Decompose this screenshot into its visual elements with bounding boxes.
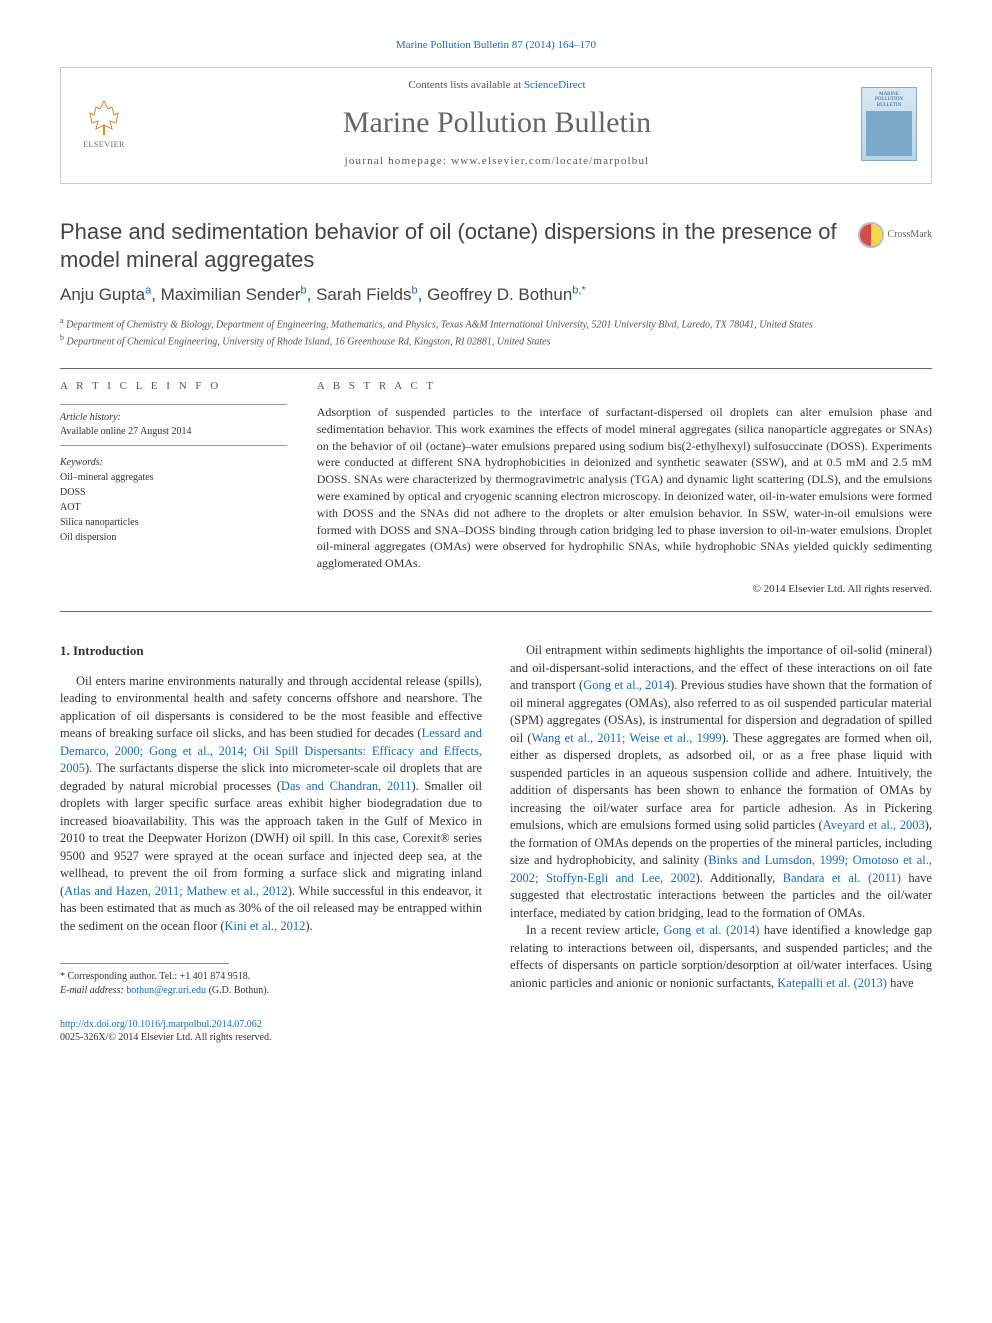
citation-ref[interactable]: Wang et al., 2011; Weise et al., 1999 [532,731,722,745]
journal-cover-thumbnail[interactable]: MARINE POLLUTION BULLETIN [861,87,917,161]
keywords-label: Keywords: [60,457,103,468]
body-paragraph: Oil enters marine environments naturally… [60,673,482,936]
keyword: AOT [60,500,287,515]
article-history-block: Article history: Available online 27 Aug… [60,404,287,446]
journal-homepage-line: journal homepage: www.elsevier.com/locat… [133,154,861,169]
email-label: E-mail address: [60,985,124,996]
keyword: DOSS [60,485,287,500]
history-line: Available online 27 August 2014 [60,425,287,439]
cover-image-placeholder [866,111,912,156]
keyword: Oil dispersion [60,530,287,545]
citation-ref[interactable]: Lessard and Demarco, 2000; Gong et al., … [60,726,482,775]
header-center: Contents lists available at ScienceDirec… [133,78,861,169]
affiliation: b Department of Chemical Engineering, Un… [60,332,932,349]
body-paragraph: In a recent review article, Gong et al. … [510,922,932,992]
col2-content: Oil entrapment within sediments highligh… [510,642,932,992]
journal-name: Marine Pollution Bulletin [133,102,861,144]
doi-block: http://dx.doi.org/10.1016/j.marpolbul.20… [60,1018,482,1044]
col1-content: Oil enters marine environments naturally… [60,673,482,936]
body-columns: 1. Introduction Oil enters marine enviro… [60,642,932,1044]
page: Marine Pollution Bulletin 87 (2014) 164–… [0,0,992,1084]
affiliations: a Department of Chemistry & Biology, Dep… [60,315,932,350]
abstract-text: Adsorption of suspended particles to the… [317,404,932,572]
contents-prefix: Contents lists available at [408,79,523,91]
keywords-list: Oil–mineral aggregatesDOSSAOTSilica nano… [60,470,287,545]
author: Anju Guptaa [60,285,151,304]
contents-available-line: Contents lists available at ScienceDirec… [133,78,861,93]
crossmark-badge[interactable]: CrossMark [858,222,932,248]
abstract-column: A B S T R A C T Adsorption of suspended … [317,379,932,598]
author-list: Anju Guptaa, Maximilian Senderb, Sarah F… [60,283,932,307]
crossmark-label: CrossMark [888,228,932,242]
email-suffix: (G.D. Bothun). [209,985,270,996]
top-citation: Marine Pollution Bulletin 87 (2014) 164–… [60,38,932,53]
article-info-label: A R T I C L E I N F O [60,379,287,394]
affiliation: a Department of Chemistry & Biology, Dep… [60,315,932,332]
article-title: Phase and sedimentation behavior of oil … [60,218,858,273]
citation-ref[interactable]: Gong et al. (2014) [664,923,760,937]
issn-copyright-line: 0025-326X/© 2014 Elsevier Ltd. All right… [60,1031,482,1044]
crossmark-icon [858,222,884,248]
keyword: Oil–mineral aggregates [60,470,287,485]
elsevier-logo[interactable]: ELSEVIER [75,92,133,156]
author: Geoffrey D. Bothunb,* [427,285,586,304]
cover-title: MARINE POLLUTION BULLETIN [866,92,912,109]
body-column-right: Oil entrapment within sediments highligh… [510,642,932,1044]
abstract-label: A B S T R A C T [317,379,932,394]
footnotes: * Corresponding author. Tel.: +1 401 874… [60,970,482,998]
homepage-prefix: journal homepage: [345,155,452,167]
elsevier-label: ELSEVIER [83,139,125,150]
body-column-left: 1. Introduction Oil enters marine enviro… [60,642,482,1044]
citation-ref[interactable]: Atlas and Hazen, 2011; Mathew et al., 20… [64,884,288,898]
author: Sarah Fieldsb [316,285,418,304]
citation-ref[interactable]: Das and Chandran, 2011 [281,779,412,793]
author: Maximilian Senderb [161,285,307,304]
citation-ref[interactable]: Kini et al., 2012 [225,919,306,933]
homepage-url[interactable]: www.elsevier.com/locate/marpolbul [451,155,649,167]
citation-ref[interactable]: Katepalli et al. (2013) [777,976,887,990]
corresponding-email[interactable]: bothun@egr.uri.edu [126,985,206,996]
rule-bottom [60,611,932,612]
section-heading-1: 1. Introduction [60,642,482,660]
citation-ref[interactable]: Bandara et al. (2011) [783,871,901,885]
article-header: Phase and sedimentation behavior of oil … [60,218,932,273]
history-label: Article history: [60,412,121,423]
corresponding-author-note: * Corresponding author. Tel.: +1 401 874… [60,970,482,984]
elsevier-tree-icon [84,97,124,137]
body-paragraph: Oil entrapment within sediments highligh… [510,642,932,922]
sciencedirect-link[interactable]: ScienceDirect [524,79,586,91]
abstract-copyright: © 2014 Elsevier Ltd. All rights reserved… [317,582,932,597]
rule-top [60,368,932,369]
keyword: Silica nanoparticles [60,515,287,530]
citation-ref[interactable]: Aveyard et al., 2003 [823,818,925,832]
doi-link[interactable]: http://dx.doi.org/10.1016/j.marpolbul.20… [60,1019,262,1030]
journal-header-block: ELSEVIER Contents lists available at Sci… [60,67,932,184]
citation-ref[interactable]: Gong et al., 2014 [583,678,670,692]
info-abstract-row: A R T I C L E I N F O Article history: A… [60,379,932,598]
email-line: E-mail address: bothun@egr.uri.edu (G.D.… [60,984,482,998]
article-info-column: A R T I C L E I N F O Article history: A… [60,379,287,598]
header-top-row: ELSEVIER Contents lists available at Sci… [75,78,917,169]
footnote-separator [60,963,229,964]
